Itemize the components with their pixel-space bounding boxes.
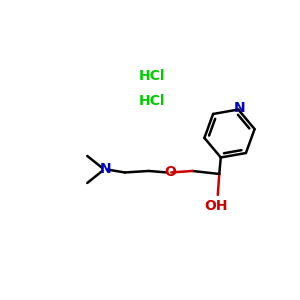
Text: HCl: HCl <box>138 70 165 83</box>
Text: N: N <box>100 162 111 176</box>
Text: N: N <box>234 101 245 115</box>
Text: OH: OH <box>205 200 228 214</box>
Text: O: O <box>164 166 176 179</box>
Text: HCl: HCl <box>138 94 165 107</box>
